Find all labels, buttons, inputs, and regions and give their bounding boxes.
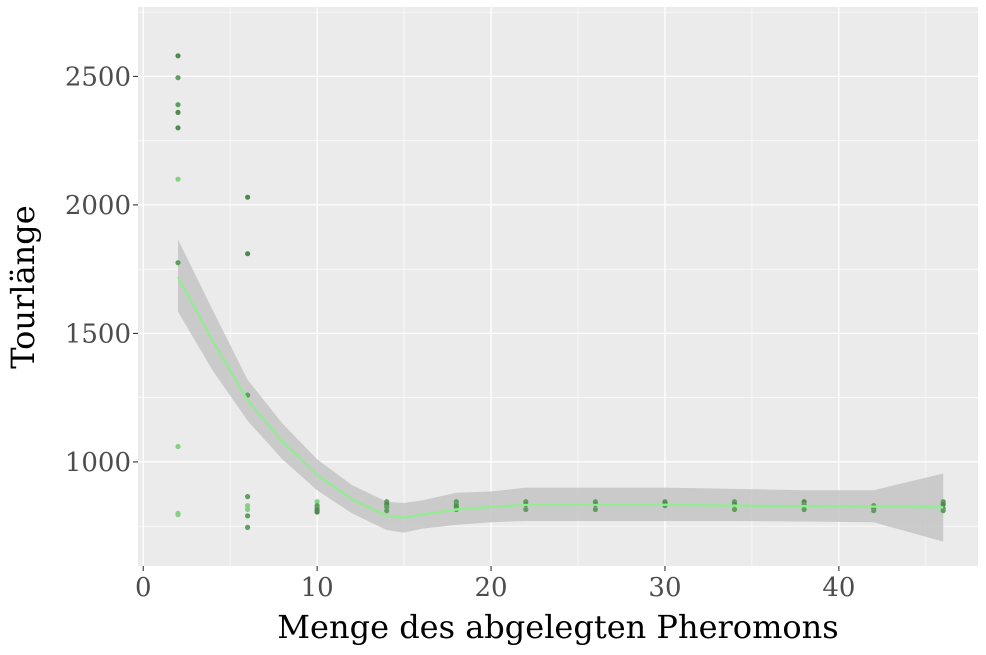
data-point [871, 508, 877, 514]
data-point [731, 506, 738, 513]
data-point [245, 506, 251, 513]
minor-gridlines [138, 7, 978, 566]
data-points [175, 53, 946, 531]
y-tick-label: 2000 [65, 191, 131, 221]
data-point [175, 176, 181, 182]
data-point [384, 508, 390, 514]
data-point [245, 194, 251, 200]
x-tick-label: 30 [648, 573, 681, 603]
y-tick-label: 2500 [65, 62, 131, 92]
data-point [314, 499, 320, 505]
data-point [801, 506, 807, 513]
data-point [175, 260, 181, 266]
data-point [245, 524, 251, 531]
x-tick-label: 0 [135, 573, 152, 603]
x-axis-title: Menge des abgelegten Pheromons [277, 608, 838, 646]
data-point [940, 501, 946, 507]
data-point [384, 504, 390, 510]
data-point [314, 509, 320, 515]
confidence-band [178, 239, 944, 542]
y-tick-label: 1500 [65, 319, 131, 349]
data-point [175, 109, 181, 115]
major-gridlines [138, 7, 978, 566]
data-point [245, 513, 251, 519]
data-point [175, 75, 181, 81]
data-point [175, 125, 181, 131]
data-point [175, 511, 181, 518]
data-point [592, 506, 599, 513]
x-tick-label: 20 [474, 573, 507, 603]
y-axis-ticks: 1000 1500 2000 2500 [65, 62, 138, 478]
x-tick-label: 10 [301, 573, 334, 603]
data-point [175, 102, 181, 108]
data-point [175, 443, 181, 450]
data-point [175, 53, 181, 59]
x-tick-label: 40 [822, 573, 855, 603]
data-point [245, 251, 251, 257]
data-point [245, 494, 251, 500]
panel-background [138, 7, 978, 566]
y-axis-title: Tourlänge [4, 205, 42, 368]
y-tick-label: 1000 [65, 448, 131, 478]
x-axis-ticks: 0 10 20 30 40 [135, 566, 855, 603]
data-point [245, 503, 251, 509]
smooth-line [177, 276, 944, 519]
data-point [940, 508, 946, 514]
data-point [523, 506, 529, 513]
